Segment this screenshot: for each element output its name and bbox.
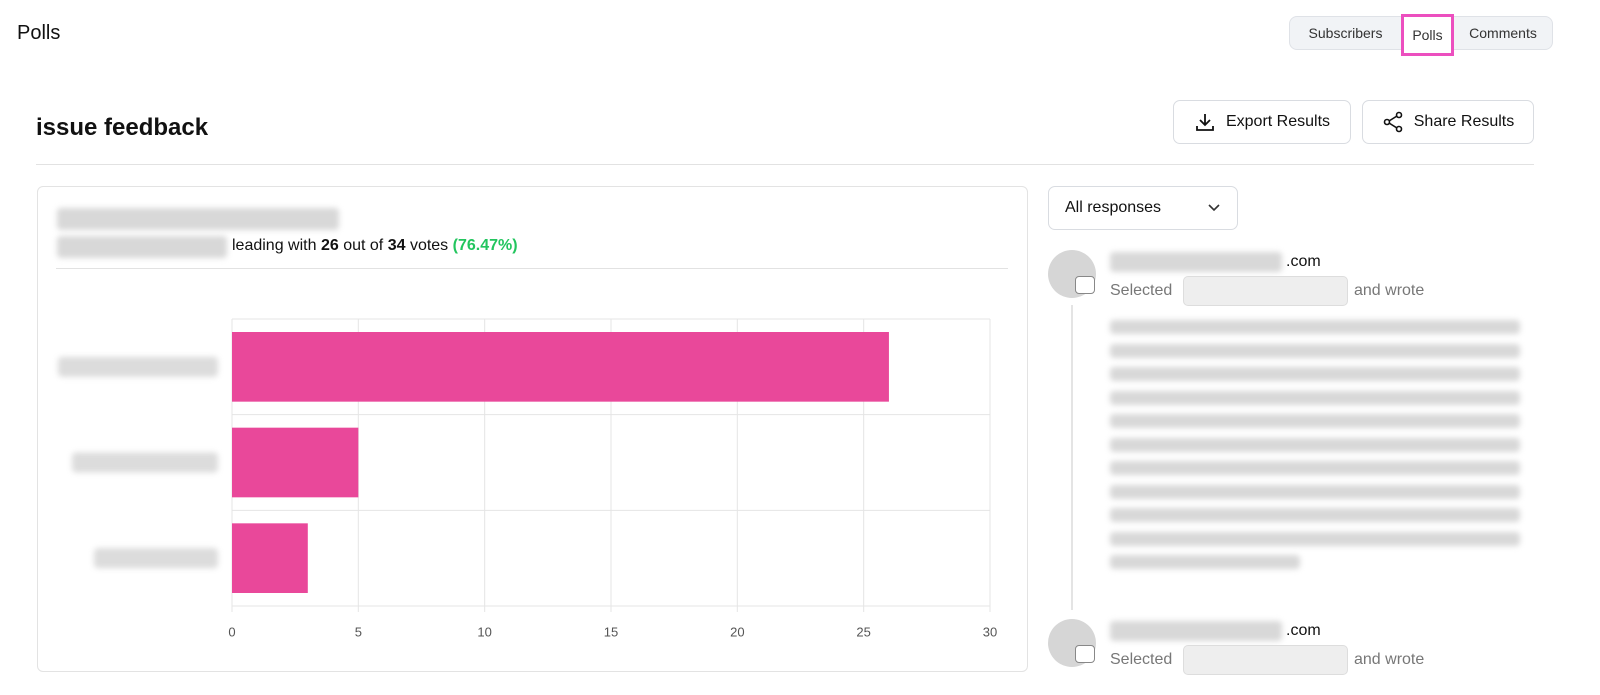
leading-votes: 26 [320,237,339,254]
bar [232,523,308,593]
email-suffix: .com [1286,622,1321,639]
filter-dropdown[interactable]: All responses [1048,186,1238,230]
blurred-email [1110,621,1282,641]
blurred-comment [1110,531,1520,546]
selected-label: Selected [1110,282,1173,299]
blurred-comment [1110,484,1520,499]
tab[interactable]: Polls [1401,14,1454,56]
tab[interactable]: Comments [1469,25,1537,41]
blurred-comment [1110,508,1520,522]
share-label: Share Results [1413,113,1515,130]
blurred-option [57,236,227,258]
export-button[interactable]: Export Results [1173,100,1351,144]
x-tick-label: 0 [228,624,235,639]
percent: (76.47%) [452,237,518,254]
bar [232,332,889,402]
x-tick-label: 10 [477,624,491,639]
blurred-comment [1110,555,1300,569]
blurred-email [1110,252,1282,272]
share-button[interactable]: Share Results [1362,100,1534,144]
summary-text: votes [409,237,449,254]
blurred-category [72,452,218,473]
x-tick-label: 30 [983,624,997,639]
blurred-question [57,208,339,230]
comment-icon [1075,645,1095,663]
poll-title: issue feedback [36,114,209,141]
blurred-comment [1110,367,1520,381]
page-title: Polls [17,22,61,44]
filter-label: All responses [1065,199,1162,216]
blurred-comment [1110,461,1520,475]
email-suffix: .com [1286,253,1321,270]
chevron [1208,204,1220,212]
summary-text: out of [343,237,384,254]
total-votes: 34 [387,237,406,254]
blurred-comment [1110,414,1520,428]
share-icon [1383,111,1403,133]
download-icon [1196,114,1214,131]
blurred-category [94,548,218,569]
export-label: Export Results [1225,113,1331,130]
chart: 0 5 10 15 20 25 30 [58,318,997,639]
blurred-comment [1110,390,1520,405]
selected-label: Selected [1110,651,1173,668]
blurred-comment [1110,343,1520,358]
summary-text: leading with [232,237,317,254]
wrote-label: and wrote [1354,282,1425,299]
selected-option [1183,276,1348,306]
bar [232,427,359,498]
wrote-label: and wrote [1354,651,1425,668]
thread-line [1071,305,1073,610]
x-tick-label: 25 [856,624,870,639]
blurred-comment [1110,320,1520,334]
tab[interactable]: Subscribers [1308,25,1383,41]
x-tick-label: 20 [730,624,744,639]
selected-option [1183,645,1348,675]
summary: leading with 26 out of 34 votes (76.47%) [232,237,518,255]
x-tick-label: 5 [355,624,362,639]
divider [56,268,1008,269]
chart-card [37,186,1028,672]
divider [36,164,1534,165]
x-tick-label: 15 [604,624,618,639]
blurred-comment [1110,437,1520,452]
comment-icon [1075,276,1095,294]
blurred-category [58,356,218,377]
